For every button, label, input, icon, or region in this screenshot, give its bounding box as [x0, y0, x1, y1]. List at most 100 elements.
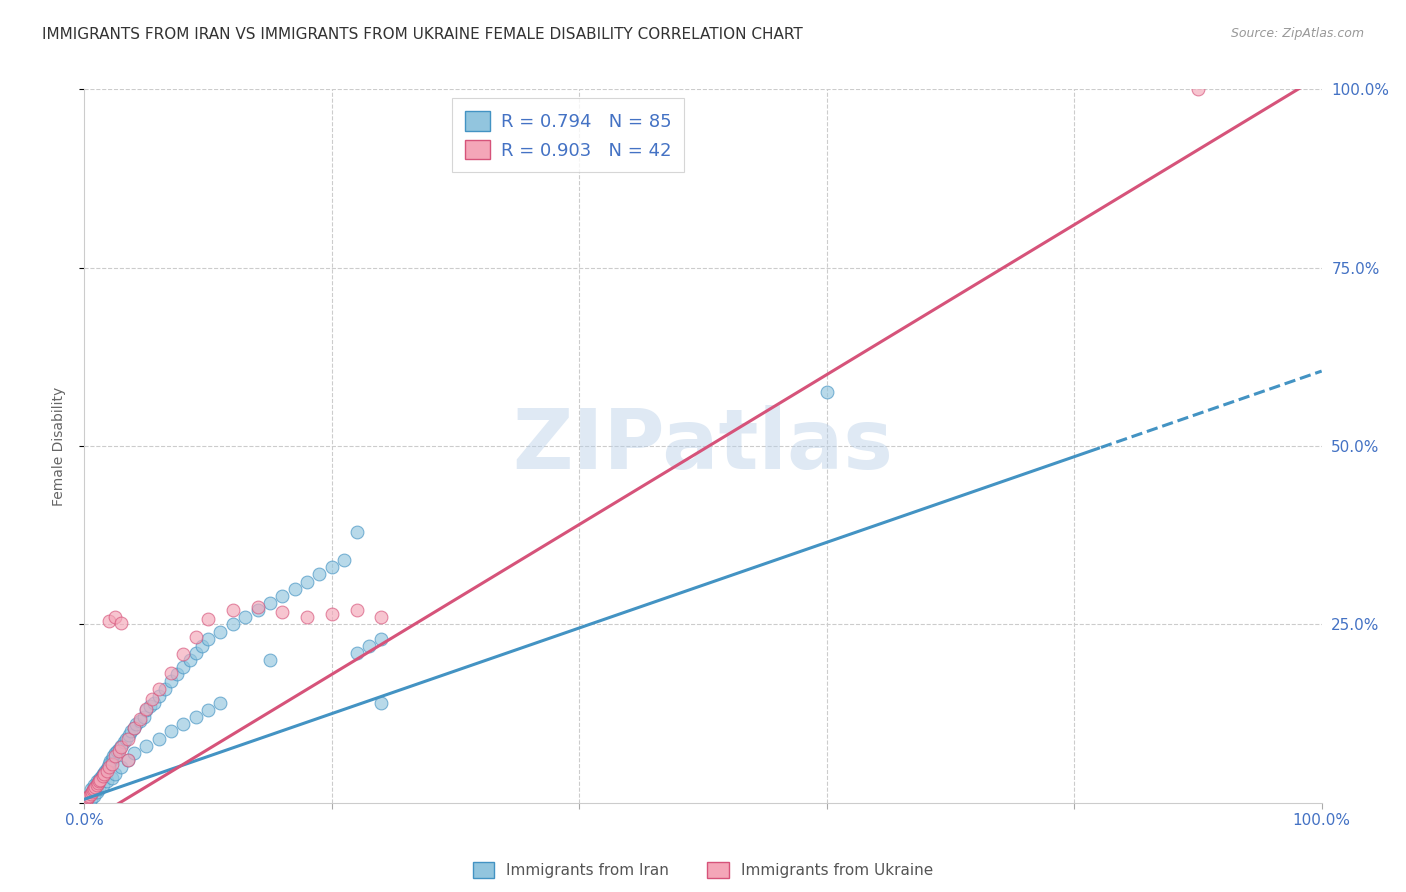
Point	[96, 764, 118, 778]
Text: Source: ZipAtlas.com: Source: ZipAtlas.com	[1230, 27, 1364, 40]
Point	[90, 769, 112, 783]
Point	[142, 696, 165, 710]
Point	[98, 760, 121, 774]
Point	[89, 781, 111, 796]
Point	[308, 567, 330, 582]
Point	[271, 589, 294, 603]
Point	[197, 632, 219, 646]
Point	[86, 778, 108, 792]
Point	[132, 710, 155, 724]
Point	[93, 765, 115, 780]
Point	[129, 712, 152, 726]
Point	[83, 781, 105, 796]
Point	[141, 692, 163, 706]
Point	[79, 789, 101, 803]
Point	[110, 615, 132, 630]
Point	[110, 760, 132, 774]
Point	[346, 646, 368, 660]
Point	[135, 739, 157, 753]
Point	[76, 792, 98, 806]
Point	[139, 699, 162, 714]
Point	[209, 696, 232, 710]
Point	[77, 790, 100, 805]
Point	[100, 753, 122, 767]
Y-axis label: Female Disability: Female Disability	[52, 386, 66, 506]
Point	[166, 667, 188, 681]
Point	[108, 742, 131, 756]
Point	[135, 703, 157, 717]
Point	[98, 614, 121, 628]
Point	[222, 617, 245, 632]
Point	[122, 746, 145, 760]
Point	[79, 792, 101, 806]
Point	[284, 582, 307, 596]
Point	[91, 778, 114, 792]
Point	[129, 714, 152, 728]
Point	[80, 785, 103, 799]
Point	[191, 639, 214, 653]
Point	[79, 787, 101, 801]
Point	[83, 789, 105, 803]
Point	[104, 767, 127, 781]
Point	[153, 681, 176, 696]
Point	[79, 787, 101, 801]
Point	[222, 603, 245, 617]
Point	[172, 648, 194, 662]
Point	[105, 744, 128, 758]
Point	[172, 660, 194, 674]
Point	[115, 731, 138, 746]
Point	[108, 744, 131, 758]
Point	[122, 721, 145, 735]
Point	[295, 610, 318, 624]
Point	[184, 710, 207, 724]
Point	[246, 603, 269, 617]
Point	[1187, 82, 1209, 96]
Point	[84, 780, 107, 794]
Point	[98, 756, 121, 771]
Point	[357, 639, 380, 653]
Point	[82, 783, 104, 797]
Point	[91, 767, 114, 781]
Point	[94, 764, 117, 778]
Point	[79, 789, 101, 803]
Point	[76, 792, 98, 806]
Point	[179, 653, 201, 667]
Point	[89, 771, 111, 785]
Point	[79, 781, 101, 796]
Point	[96, 762, 118, 776]
Point	[110, 739, 132, 753]
Point	[135, 701, 157, 715]
Point	[97, 760, 120, 774]
Point	[100, 771, 122, 785]
Point	[246, 599, 269, 614]
Point	[259, 596, 281, 610]
Point	[98, 755, 121, 769]
Point	[184, 630, 207, 644]
Point	[82, 783, 104, 797]
Point	[370, 632, 392, 646]
Point	[160, 665, 183, 680]
Point	[122, 721, 145, 735]
Point	[815, 385, 838, 400]
Point	[86, 785, 108, 799]
Point	[89, 774, 111, 789]
Point	[101, 749, 124, 764]
Point	[96, 774, 118, 789]
Point	[89, 772, 111, 787]
Text: ZIPatlas: ZIPatlas	[513, 406, 893, 486]
Point	[117, 731, 139, 746]
Point	[370, 696, 392, 710]
Point	[89, 772, 111, 787]
Point	[295, 574, 318, 589]
Point	[86, 778, 108, 792]
Point	[125, 717, 148, 731]
Point	[104, 610, 127, 624]
Point	[100, 756, 122, 771]
Point	[172, 717, 194, 731]
Point	[117, 753, 139, 767]
Point	[160, 724, 183, 739]
Point	[346, 524, 368, 539]
Point	[93, 767, 115, 781]
Point	[87, 776, 110, 790]
Point	[233, 610, 256, 624]
